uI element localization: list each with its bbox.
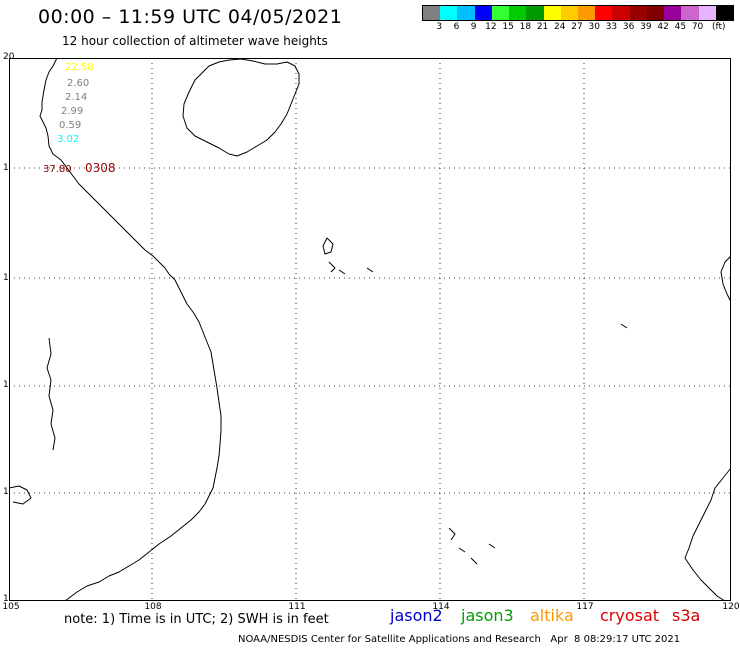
colorbar-swatch [423, 6, 441, 20]
lon-label-105: 105 [2, 602, 20, 612]
colorbar-swatch [577, 6, 596, 20]
obs-value: 2.14 [65, 92, 87, 103]
paracel-islands [322, 237, 374, 275]
lon-label-108: 108 [144, 602, 162, 612]
lat-label-16: 16 [3, 273, 15, 283]
map-frame [9, 58, 731, 601]
colorbar-swatch [491, 6, 510, 20]
colorbar-swatch [543, 6, 561, 20]
colorbar-tick: 30 [588, 22, 600, 32]
colorbar-swatch [715, 6, 733, 20]
legend-jason3: jason3 [461, 606, 514, 625]
colorbar-swatch [474, 6, 492, 20]
colorbar-swatch [526, 6, 544, 20]
colorbar-tick: 24 [554, 22, 566, 32]
lon-label-117: 117 [576, 602, 594, 612]
map-subtitle: 12 hour collection of altimeter wave hei… [62, 34, 328, 48]
lon-label-111: 111 [288, 602, 306, 612]
obs-value: 2.60 [67, 78, 89, 89]
colorbar-tick: 3 [436, 22, 443, 32]
wave-height-colorbar [422, 5, 734, 21]
colorbar-tick: 70 [691, 22, 704, 32]
observation-labels: 22.58 2.60 2.14 2.99 0.59 3.02 37.80 030… [43, 62, 116, 175]
colorbar-tick: (ft) [711, 22, 726, 32]
lat-label-10: 10 [3, 594, 15, 604]
colorbar-tick: 18 [519, 22, 532, 32]
vietnam-coastline [39, 58, 222, 601]
colorbar-tick: 21 [536, 22, 549, 32]
colorbar-tick: 27 [571, 22, 583, 32]
map-title: 00:00 – 11:59 UTC 04/05/2021 [38, 6, 343, 28]
obs-value: 0.59 [59, 120, 81, 131]
colorbar-tick: 42 [657, 22, 669, 32]
lat-label-14: 14 [3, 380, 15, 390]
altimeter-map: 22.58 2.60 2.14 2.99 0.59 3.02 37.80 030… [9, 58, 731, 601]
colorbar-swatch [595, 6, 613, 20]
graticule [9, 58, 731, 601]
lat-label-18: 18 [3, 163, 15, 173]
colorbar-swatch [440, 6, 458, 20]
west-coast-south [9, 485, 32, 505]
colorbar-swatch [646, 6, 665, 20]
hainan-coastline [182, 58, 300, 157]
colorbar-swatch [612, 6, 630, 20]
colorbar-swatch [664, 6, 682, 20]
obs-value: 22.58 [65, 62, 94, 73]
credit-line: NOAA/NESDIS Center for Satellite Applica… [238, 634, 681, 645]
colorbar-tick: 15 [502, 22, 514, 32]
obs-value: 3.02 [57, 134, 79, 145]
colorbar-swatch [681, 6, 699, 20]
lon-label-114: 114 [432, 602, 450, 612]
colorbar-tick: 36 [622, 22, 635, 32]
lat-label-20: 20 [3, 52, 15, 62]
west-coast [46, 337, 56, 451]
colorbar-tick: 6 [453, 22, 460, 32]
legend-s3a: s3a [672, 606, 701, 625]
obs-value: 37.80 [43, 164, 72, 175]
colorbar-tick: 9 [470, 22, 477, 32]
coastlines [9, 58, 731, 601]
spratly-islands [448, 323, 628, 565]
lat-label-12: 12 [3, 487, 15, 497]
philippines-coastline [684, 255, 731, 601]
colorbar-tick: 12 [485, 22, 497, 32]
obs-value: 2.99 [61, 106, 83, 117]
colorbar-swatch [629, 6, 647, 20]
obs-time-tag: 0308 [85, 161, 116, 175]
colorbar-tick: 39 [640, 22, 652, 32]
colorbar-swatch [560, 6, 578, 20]
colorbar-swatch [509, 6, 527, 20]
colorbar-tick: 33 [605, 22, 618, 32]
colorbar-swatch [698, 6, 716, 20]
colorbar-tick: 45 [674, 22, 687, 32]
lon-label-120: 120 [722, 602, 740, 612]
colorbar-swatch [457, 6, 475, 20]
footer-note: note: 1) Time is in UTC; 2) SWH is in fe… [64, 612, 329, 627]
legend-altika: altika [530, 606, 574, 625]
legend-jason2: jason2 [390, 606, 443, 625]
legend-cryosat: cryosat [600, 606, 660, 625]
